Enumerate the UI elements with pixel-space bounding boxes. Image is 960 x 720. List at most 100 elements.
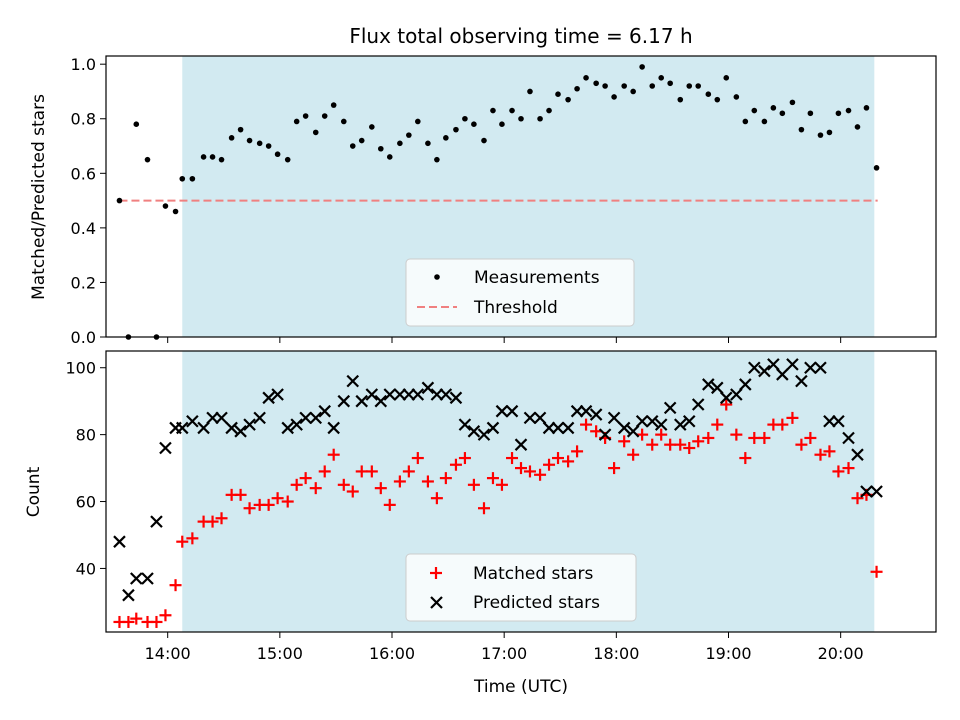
measurement-point [293,118,300,125]
matched-star-point [346,485,359,498]
predicted-star-stroke-b [654,418,668,431]
measurement-point [189,175,196,182]
measurement-point [471,121,477,128]
measurement-point [630,88,636,95]
predicted-star-stroke-b [551,421,565,435]
matched-star-point [337,478,350,491]
predicted-star-point [421,381,435,395]
measurement-point [302,113,309,119]
ratio-y-tick-label: 0.2 [71,273,96,292]
predicted-star-stroke-b [150,515,163,528]
ratio-legend: Measurements Threshold [405,258,635,327]
predicted-star-point [355,394,369,408]
predicted-star-stroke-b [814,361,827,375]
legend-label-measurements: Measurements [474,268,600,288]
predicted-star-stroke-b [542,421,556,435]
predicted-star-point [122,588,135,602]
predicted-star-point [159,441,172,455]
legend-label-threshold: Threshold [473,298,558,318]
matched-star-point [477,502,490,515]
matched-star-point [215,512,228,525]
predicted-star-stroke-b [318,404,331,418]
predicted-star-point [739,378,752,391]
predicted-star-stroke-b [870,485,883,498]
predicted-star-point [346,374,360,388]
count-y-axis-label: Count [24,466,44,517]
predicted-star-point [430,388,444,401]
predicted-star-stroke-b [206,411,219,425]
predicted-star-point [776,368,789,381]
matched-star-point [711,418,724,431]
measurement-point [172,208,179,215]
predicted-star-stroke-b [130,572,143,585]
matched-star-point [495,478,508,491]
measurement-point [490,107,496,114]
predicted-star-stroke-b [579,404,593,418]
predicted-star-stroke-b [197,421,210,435]
matched-star-point [506,452,519,465]
predicted-star-point [505,404,519,418]
measurement-point [218,156,225,163]
count-x-tick-label: 15:00 [257,644,303,663]
matched-star-point [159,609,172,622]
matched-star-point [720,398,733,411]
measurement-point [462,115,468,122]
measurement-point [574,85,580,92]
predicted-star-point [393,388,407,401]
predicted-star-stroke-b [421,381,435,395]
measurement-point [358,137,365,144]
predicted-star-point [281,421,294,435]
matched-star-point [449,458,462,471]
predicted-star-stroke-b [495,404,509,418]
measurement-point [705,91,712,97]
predicted-star-stroke-b [467,425,481,438]
predicted-star-stroke-b [682,414,696,428]
matched-star-point [739,452,752,465]
predicted-star-stroke-b [748,361,761,375]
matched-star-point [748,431,761,444]
measurement-point [330,102,337,108]
measurement-point [509,107,515,114]
matched-star-point [169,579,182,592]
predicted-star-stroke-b [533,411,547,425]
matched-star-point [523,465,536,478]
measurement-point [386,154,393,160]
predicted-star-stroke-b [253,411,266,425]
predicted-star-point [814,361,827,375]
predicted-star-point [551,421,565,435]
measurement-point [116,197,123,204]
predicted-star-stroke-b [122,588,135,602]
matched-star-point [655,428,668,441]
matched-star-point [374,482,387,495]
predicted-star-stroke-b [411,388,425,401]
measurement-point [246,137,253,144]
predicted-star-point [663,401,677,415]
predicted-star-point [579,404,593,418]
predicted-star-stroke-b [702,378,715,391]
predicted-star-stroke-b [290,418,303,431]
predicted-star-point [290,418,303,431]
predicted-star-point [702,378,715,391]
matched-star-point [552,452,565,465]
matched-star-point [870,565,883,578]
measurement-point [453,126,459,133]
predicted-star-point [617,421,631,435]
predicted-star-stroke-b [113,535,126,548]
matched-star-point [176,535,189,548]
ratio-y-tick-label: 0.8 [71,110,96,129]
ratio-y-tick-label: 0.6 [71,164,96,183]
measurement-point [499,121,505,128]
predicted-star-stroke-b [719,391,733,405]
ratio-y-axis-label: Matched/Predicted stars [29,94,49,300]
predicted-star-stroke-b [374,394,388,408]
measurement-point [284,156,291,163]
predicted-star-point [458,418,472,431]
predicted-star-point [113,535,126,548]
measurement-point [770,105,777,111]
predicted-star-point [215,411,228,425]
predicted-star-point [477,428,491,441]
predicted-star-point [804,361,817,375]
measurement-point [621,83,627,89]
count-y-tick-label: 40 [76,559,96,578]
legend-marker-predicted [430,596,443,609]
